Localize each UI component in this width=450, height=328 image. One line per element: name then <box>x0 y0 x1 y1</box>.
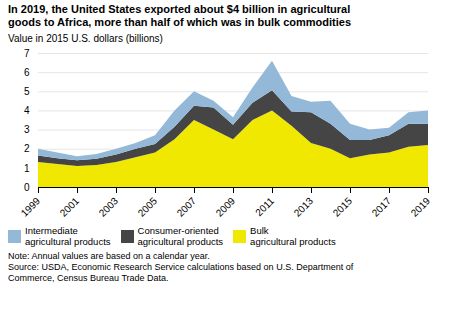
html-text:Value in 2015 U.S. dollars (bi: Value in 2015 U.S. dollars (billions) <box>8 33 163 44</box>
svg-text:2011: 2011 <box>253 195 276 218</box>
html-text:In 2019, the United States exp: In 2019, the United States exported abou… <box>8 3 352 28</box>
svg-text:2013: 2013 <box>292 195 316 219</box>
svg-text:4: 4 <box>24 105 30 116</box>
svg-text:0: 0 <box>24 182 30 193</box>
svg-text:2017: 2017 <box>370 195 394 219</box>
svg-text:2019: 2019 <box>409 195 433 219</box>
svg-text:1999: 1999 <box>19 195 43 219</box>
svg-text:5: 5 <box>24 86 30 97</box>
svg-text:1: 1 <box>24 163 30 174</box>
html-text:Consumer-oriented agricultural: Consumer-oriented agricultural products <box>137 225 224 247</box>
svg-text:2: 2 <box>24 143 30 154</box>
svg-text:2001: 2001 <box>58 195 82 219</box>
svg-text:6: 6 <box>24 67 30 78</box>
svg-text:2005: 2005 <box>136 195 160 219</box>
svg-text:2009: 2009 <box>214 195 238 219</box>
html-text:Note: Annual values are based: Note: Annual values are based on a calen… <box>8 251 354 283</box>
svg-text:7: 7 <box>24 48 30 59</box>
svg-text:2015: 2015 <box>331 195 355 219</box>
html-text:Bulk agricultural products: Bulk agricultural products <box>250 225 336 247</box>
svg-text:2007: 2007 <box>175 195 199 219</box>
html-text:Intermediate agricultural prod: Intermediate agricultural products <box>25 225 111 247</box>
svg-text:3: 3 <box>24 124 30 135</box>
svg-text:2003: 2003 <box>97 195 121 219</box>
